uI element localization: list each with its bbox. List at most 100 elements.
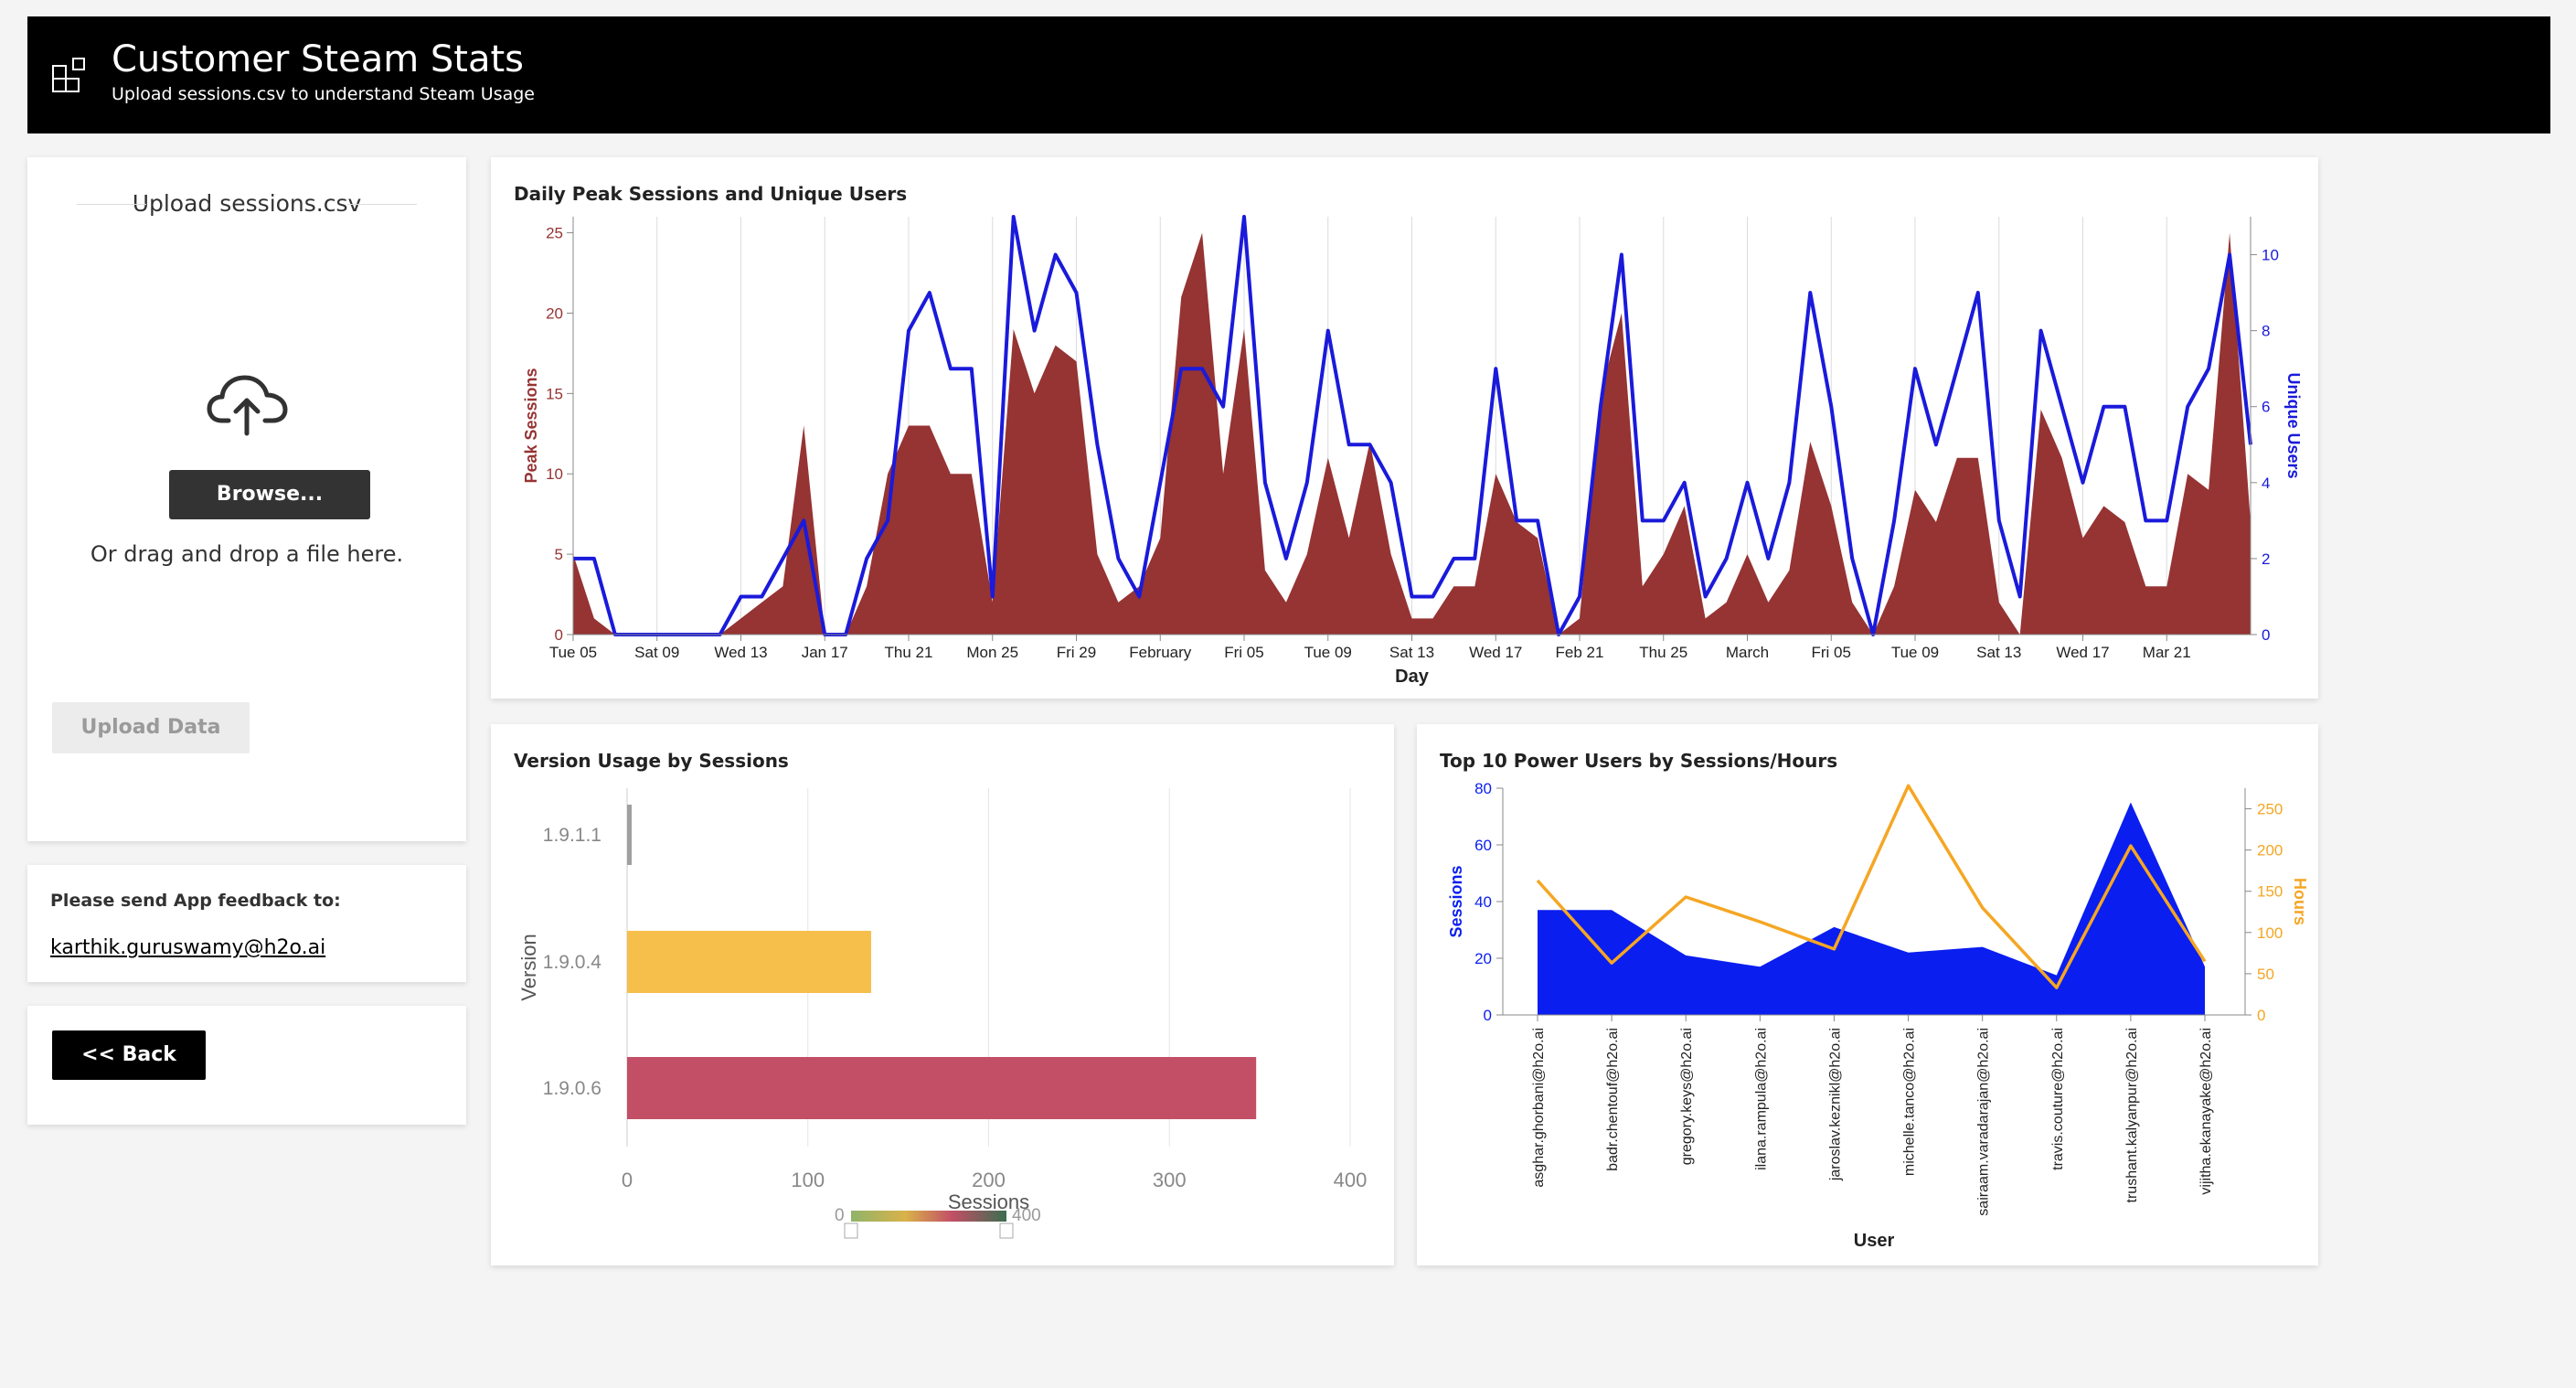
x-tick-label: ilana.rampula@h2o.ai [1753, 1028, 1769, 1170]
y-tick-label: 20 [546, 304, 563, 322]
x-tick-label: gregory.keys@h2o.ai [1679, 1028, 1695, 1165]
x-tick-label: Sat 13 [1976, 644, 2021, 661]
browse-button[interactable]: Browse... [169, 470, 370, 519]
x-tick-label: jaroslav.keznikl@h2o.ai [1827, 1028, 1843, 1181]
x-tick-label: 0 [622, 1169, 633, 1191]
legend-handle-max [999, 1223, 1014, 1239]
chart-title: Version Usage by Sessions [514, 750, 789, 772]
x-tick-label: Mon 25 [966, 644, 1018, 661]
y2-tick-label: 10 [2262, 247, 2279, 264]
y-tick-label: 0 [1484, 1007, 1492, 1024]
x-tick-label: Fri 05 [1812, 644, 1851, 661]
x-tick-label: Sat 13 [1389, 644, 1434, 661]
chart-title: Top 10 Power Users by Sessions/Hours [1440, 750, 1838, 772]
drag-drop-hint: Or drag and drop a file here. [90, 541, 404, 567]
back-button[interactable]: << Back [52, 1030, 206, 1080]
legend-max-label: 400 [1012, 1206, 1041, 1225]
x-axis-label: User [1854, 1231, 1895, 1251]
y2-tick-label: 0 [2257, 1007, 2265, 1024]
x-tick-label: Wed 13 [714, 644, 767, 661]
y-tick-label: 40 [1474, 893, 1492, 911]
x-tick-label: badr.chentouf@h2o.ai [1605, 1028, 1621, 1171]
legend-handle-min [844, 1223, 858, 1239]
dashboard-grid-icon [52, 58, 85, 92]
bar-1-9-0-6 [627, 1057, 1257, 1119]
power-users-chart-card: Top 10 Power Users by Sessions/Hours 0 20… [1417, 724, 2318, 1265]
y-axis-label: Version [517, 934, 540, 1000]
y2-axis-label: Unique Users [2284, 372, 2303, 478]
x-tick-label: Tue 09 [1891, 644, 1939, 661]
y2-tick-label: 250 [2257, 801, 2283, 818]
y2-tick-label: 200 [2257, 842, 2283, 859]
x-tick-label: vijitha.ekanayake@h2o.ai [2198, 1028, 2214, 1195]
x-tick-label: 400 [1334, 1169, 1368, 1191]
y-axis-label: Peak Sessions [522, 368, 540, 483]
x-tick-label: March [1726, 644, 1769, 661]
y2-tick-label: 50 [2257, 966, 2274, 983]
hours-line [1536, 784, 2207, 989]
upload-data-button[interactable]: Upload Data [52, 702, 250, 753]
upload-card: Upload sessions.csv Browse... Or drag an… [27, 157, 466, 841]
bar-1-9-0-4 [627, 931, 871, 993]
app-header: Customer Steam Stats Upload sessions.csv… [27, 16, 2550, 133]
x-tick-label: Feb 21 [1556, 644, 1604, 661]
y2-tick-label: 2 [2262, 550, 2270, 568]
y-tick-label: 20 [1474, 950, 1492, 967]
feedback-card: Please send App feedback to: karthik.gur… [27, 865, 466, 982]
feedback-email-link[interactable]: karthik.guruswamy@h2o.ai [50, 936, 326, 959]
chart-title: Daily Peak Sessions and Unique Users [514, 183, 908, 205]
y2-tick-label: 4 [2262, 475, 2270, 492]
x-tick-label: Sat 09 [634, 644, 679, 661]
feedback-label: Please send App feedback to: [50, 891, 341, 911]
y2-tick-label: 8 [2262, 323, 2270, 340]
y2-tick-label: 100 [2257, 924, 2283, 942]
y-tick-label: 10 [546, 465, 563, 483]
x-tick-label: 200 [972, 1169, 1006, 1191]
unique-users-line [573, 215, 2252, 636]
peak-sessions-area [573, 232, 2251, 635]
x-tick-label: Tue 05 [549, 644, 597, 661]
version-usage-chart-card: Version Usage by Sessions 0 100 200 300 400 1… [491, 724, 1394, 1265]
x-axis-label: Day [1395, 667, 1430, 687]
y2-tick-label: 150 [2257, 883, 2283, 901]
version-usage-chart: 0 100 200 300 400 1.9.1.1 1.9.0.4 1.9.0.6 Versio… [517, 788, 1368, 1239]
legend-min-label: 0 [835, 1206, 845, 1225]
back-card: << Back [27, 1006, 466, 1125]
x-tick-label: trushant.kalyanpur@h2o.ai [2124, 1028, 2140, 1202]
upload-title: Upload sessions.csv [49, 190, 444, 217]
x-tick-label: Wed 17 [1469, 644, 1522, 661]
x-tick-label: Mar 21 [2143, 644, 2191, 661]
y-tick-label: 25 [546, 225, 563, 242]
x-tick-label: Fri 29 [1057, 644, 1096, 661]
x-tick-label: 300 [1153, 1169, 1187, 1191]
y-tick-label: 0 [555, 626, 563, 644]
color-scale-legend [851, 1211, 1006, 1222]
x-tick-label: asghar.ghorbani@h2o.ai [1531, 1028, 1547, 1188]
cloud-upload-icon [207, 375, 288, 436]
page-subtitle: Upload sessions.csv to understand Steam … [112, 84, 535, 104]
y-tick-label: 80 [1474, 780, 1492, 797]
y2-tick-label: 0 [2262, 626, 2270, 644]
y-tick-label: 1.9.0.4 [543, 952, 602, 973]
x-tick-label: Fri 05 [1224, 644, 1263, 661]
y-tick-label: 5 [555, 546, 563, 563]
y-tick-label: 1.9.1.1 [543, 825, 601, 846]
x-tick-label: Thu 25 [1639, 644, 1687, 661]
x-axis-label: Sessions [948, 1190, 1029, 1213]
y-tick-label: 60 [1474, 837, 1492, 854]
sessions-area [1538, 802, 2205, 1015]
x-tick-label: Thu 21 [885, 644, 933, 661]
power-users-chart: 0 20 40 60 80 0 50 100 150 200 250 asghar.ghorbani@… [1447, 780, 2309, 1251]
y-tick-label: 1.9.0.6 [543, 1078, 601, 1099]
y-tick-label: 15 [546, 385, 563, 402]
x-tick-label: travis.couture@h2o.ai [2050, 1028, 2066, 1170]
y2-tick-label: 6 [2262, 399, 2270, 416]
x-tick-label: Jan 17 [802, 644, 848, 661]
x-tick-label: February [1129, 644, 1192, 661]
daily-peak-chart-card: Daily Peak Sessions and Unique Users Tue… [491, 157, 2318, 699]
x-tick-label: Tue 09 [1304, 644, 1352, 661]
x-tick-label: Wed 17 [2056, 644, 2109, 661]
page-title: Customer Steam Stats [112, 38, 524, 80]
y2-axis-label: Hours [2291, 878, 2309, 925]
y-axis-label: Sessions [1447, 865, 1465, 937]
